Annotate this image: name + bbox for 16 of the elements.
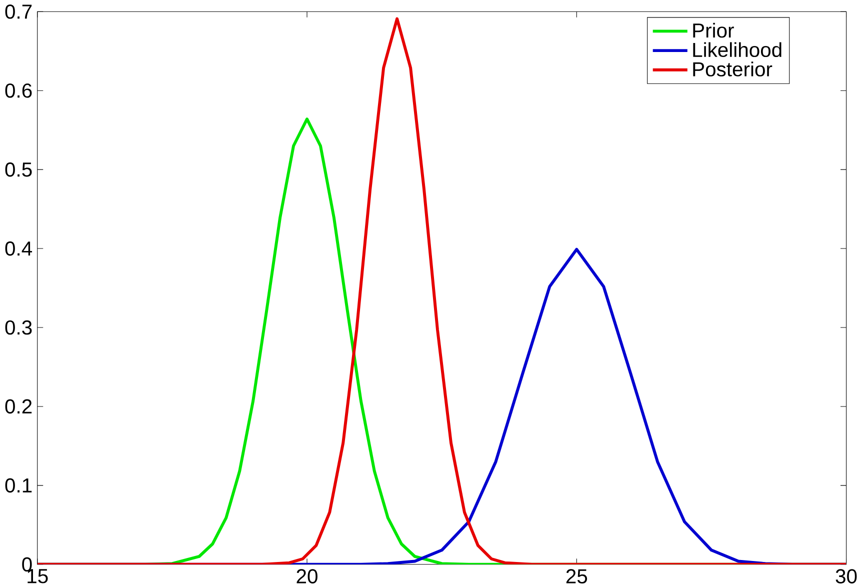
x-tick-label: 30 [836, 569, 857, 584]
legend-label: Likelihood [693, 42, 782, 58]
x-tick-label: 25 [566, 569, 588, 584]
y-tick-label: 0.1 [5, 478, 32, 493]
y-tick-label: 0.6 [5, 83, 32, 98]
y-tick-label: 0.5 [5, 162, 32, 177]
y-tick-label: 0.2 [5, 399, 32, 414]
y-tick-label: 0 [22, 557, 32, 572]
y-tick-label: 0.7 [5, 4, 32, 19]
x-tick-label: 20 [296, 569, 318, 584]
line-series [37, 17, 846, 564]
y-tick-label: 0.3 [5, 320, 32, 335]
legend-label: Prior [693, 22, 734, 38]
y-tick-label: 0.4 [5, 241, 32, 256]
legend-label: Posterior [693, 62, 772, 76]
x-tick-label: 15 [28, 569, 48, 584]
